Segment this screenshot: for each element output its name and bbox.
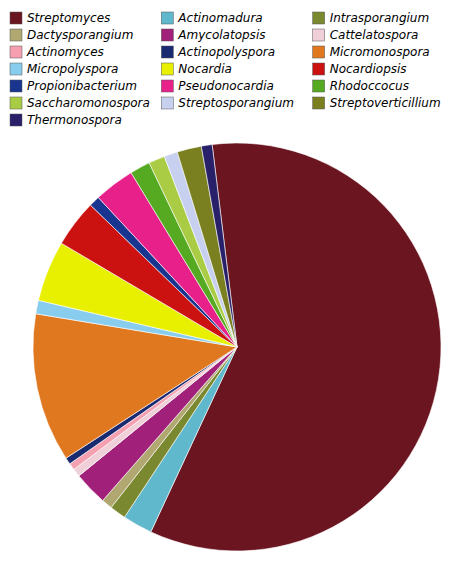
legend-label: Cattelatospora [330,28,419,42]
legend-label: Thermonospora [27,113,122,127]
legend-label: Rhodoccocus [330,79,409,93]
legend-swatch [10,97,22,109]
legend-swatch [10,46,22,58]
legend-item: Actinomadura [161,11,262,25]
legend-swatch [10,80,22,92]
legend-swatch [10,63,22,75]
legend-swatch [313,46,325,58]
legend-swatch [313,12,325,24]
legend-label: Actinomadura [177,11,262,25]
legend-item: Pseudonocardia [161,79,274,93]
legend-item: Actinopolyspora [161,45,275,59]
legend-item: Nocardia [161,62,232,76]
legend-item: Streptomyces [10,11,110,25]
legend-swatch [313,29,325,41]
legend-label: Actinopolyspora [177,45,275,59]
legend-item: Saccharomonospora [10,96,150,110]
legend-item: Actinomyces [10,45,104,59]
legend-swatch [10,12,22,24]
legend-label: Streptoverticillium [330,96,441,110]
legend-swatch [313,97,325,109]
legend-label: Streptomyces [27,11,110,25]
legend-item: Rhodoccocus [313,79,409,93]
legend-label: Dactysporangium [27,28,133,42]
legend-label: Propionibacterium [27,79,137,93]
chart: Streptomyces Actinomadura Intrasporangium D… [0,0,474,565]
pie [33,143,441,551]
legend-item: Thermonospora [10,113,122,127]
legend-swatch [161,63,173,75]
legend-swatch [313,80,325,92]
legend: Streptomyces Actinomadura Intrasporangium D… [10,11,441,127]
legend-item: Amycolatopsis [161,28,265,42]
legend-item: Intrasporangium [313,11,430,25]
legend-swatch [10,114,22,126]
legend-label: Nocardia [178,62,232,76]
legend-swatch [161,46,173,58]
legend-item: Micromonospora [313,45,430,59]
legend-item: Streptoverticillium [313,96,441,110]
legend-item: Micropolyspora [10,62,118,76]
legend-label: Saccharomonospora [27,96,150,110]
legend-item: Cattelatospora [313,28,419,42]
legend-item: Streptosporangium [161,96,294,110]
legend-swatch [10,29,22,41]
legend-swatch [161,97,173,109]
legend-swatch [313,63,325,75]
pie-slice [201,145,237,347]
legend-label: Micropolyspora [27,62,118,76]
legend-label: Amycolatopsis [177,28,265,42]
legend-item: Nocardiopsis [313,62,407,76]
legend-label: Intrasporangium [330,11,430,25]
legend-label: Pseudonocardia [178,79,274,93]
legend-swatch [161,12,173,24]
legend-label: Micromonospora [330,45,430,59]
legend-swatch [161,80,173,92]
legend-label: Streptosporangium [178,96,294,110]
legend-swatch [161,29,173,41]
legend-item: Dactysporangium [10,28,133,42]
legend-label: Actinomyces [26,45,104,59]
legend-item: Propionibacterium [10,79,137,93]
legend-label: Nocardiopsis [330,62,407,76]
